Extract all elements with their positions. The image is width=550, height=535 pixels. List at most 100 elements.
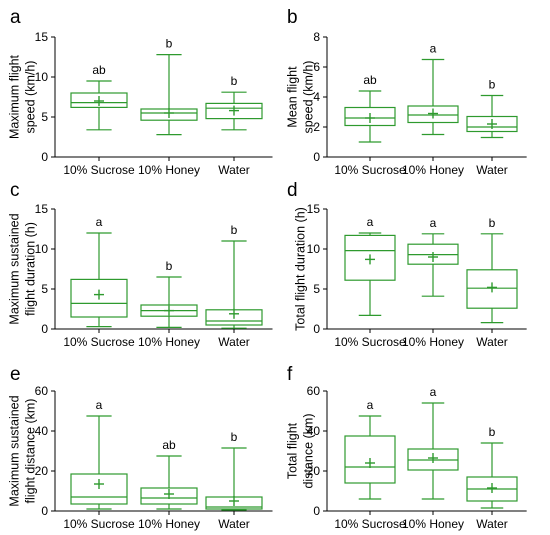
panel-letter: a — [10, 7, 21, 28]
y-axis-label: flight distance (km) — [23, 399, 37, 504]
box-1: a — [344, 215, 396, 316]
significance-letter: b — [166, 259, 173, 273]
significance-letter: b — [231, 223, 238, 237]
box-2: b — [140, 259, 198, 328]
box-iqr — [407, 105, 459, 124]
significance-letter: b — [166, 37, 173, 51]
panel-a: a 0 5 10 15 Maximum flight speed (km/h) 10% Suc… — [7, 7, 273, 177]
y-tick-label: 0 — [41, 322, 48, 336]
box-iqr — [205, 102, 263, 120]
y-tick-label: 20 — [35, 464, 49, 478]
significance-letter: ab — [162, 438, 176, 452]
significance-letter: a — [430, 216, 437, 230]
significance-letter: a — [367, 398, 374, 412]
x-tick-label: Water — [218, 517, 250, 531]
significance-letter: ab — [363, 73, 377, 87]
panel-letter: d — [287, 180, 298, 201]
significance-letter: a — [367, 215, 374, 229]
box-1: a — [70, 215, 128, 328]
y-axis-label: Maximum sustained — [7, 213, 21, 324]
box-iqr — [466, 115, 518, 133]
y-tick-label: 2 — [313, 120, 320, 134]
x-tick-label: 10% Honey — [402, 163, 464, 177]
significance-letter: b — [489, 425, 496, 439]
significance-letter: a — [430, 385, 437, 399]
box-iqr — [344, 106, 396, 127]
y-tick-label: 10 — [35, 242, 49, 256]
y-tick-label: 15 — [35, 202, 49, 216]
box-3: b — [466, 78, 518, 139]
box-3: b — [466, 425, 518, 509]
x-tick-label: 10% Honey — [138, 163, 200, 177]
y-tick-label: 10 — [35, 70, 49, 84]
box-2: a — [407, 385, 459, 500]
x-tick-label: Water — [476, 335, 508, 349]
y-axis-label: speed (km/h) — [301, 61, 315, 134]
box-1: ab — [70, 63, 128, 131]
y-axis-label: Total flight — [285, 422, 299, 479]
significance-letter: b — [231, 430, 238, 444]
y-tick-label: 20 — [307, 464, 321, 478]
x-tick-label: 10% Sucrose — [63, 163, 135, 177]
y-axis-label: Maximum sustained — [7, 395, 21, 506]
significance-letter: a — [96, 398, 103, 412]
y-tick-label: 0 — [313, 504, 320, 518]
y-tick-label: 5 — [41, 110, 48, 124]
box-2: ab — [140, 438, 198, 510]
significance-letter: b — [231, 74, 238, 88]
x-tick-label: Water — [476, 163, 508, 177]
y-tick-label: 40 — [307, 424, 321, 438]
y-tick-label: 8 — [313, 30, 320, 44]
x-tick-label: 10% Honey — [402, 335, 464, 349]
x-tick-label: 10% Sucrose — [334, 335, 406, 349]
x-tick-label: 10% Honey — [138, 335, 200, 349]
box-iqr — [70, 92, 128, 108]
significance-letter: ab — [92, 63, 106, 77]
box-3: b — [466, 216, 518, 324]
box-iqr — [70, 473, 128, 505]
x-tick-label: 10% Sucrose — [63, 335, 135, 349]
box-1: a — [70, 398, 128, 510]
box-iqr — [466, 269, 518, 309]
y-tick-label: 6 — [313, 60, 320, 74]
y-tick-label: 0 — [41, 150, 48, 164]
panel-letter: e — [10, 364, 21, 385]
x-tick-label: Water — [476, 517, 508, 531]
box-1: ab — [344, 73, 396, 143]
y-axis-label: speed (km/h) — [23, 61, 37, 134]
significance-letter: b — [489, 216, 496, 230]
x-tick-label: 10% Sucrose — [334, 163, 406, 177]
box-1: a — [344, 398, 396, 500]
x-tick-label: Water — [218, 335, 250, 349]
x-tick-label: 10% Sucrose — [63, 517, 135, 531]
x-tick-label: Water — [218, 163, 250, 177]
significance-letter: a — [430, 42, 437, 56]
panel-letter: b — [287, 7, 298, 28]
panel-c: c 0 5 10 15 Maximum sustained flight duration … — [7, 180, 273, 349]
y-tick-label: 5 — [41, 282, 48, 296]
y-tick-label: 4 — [313, 90, 320, 104]
x-tick-label: 10% Sucrose — [334, 517, 406, 531]
y-tick-label: 40 — [35, 424, 49, 438]
y-tick-label: 60 — [35, 384, 49, 398]
y-axis-label: flight duration (h) — [23, 222, 37, 316]
y-axis-label: Total flight duration (h) — [293, 207, 307, 331]
x-tick-label: 10% Honey — [138, 517, 200, 531]
panel-f: f 0 20 40 60 Total flight distance (km) 10% Suc… — [285, 364, 527, 531]
box-3: b — [205, 74, 263, 131]
panel-e: e 0 20 40 60 Maximum sustained flight distance… — [7, 364, 273, 531]
y-tick-label: 0 — [313, 322, 320, 336]
panel-letter: f — [287, 364, 293, 385]
y-axis-label: distance (km) — [301, 413, 315, 488]
box-iqr — [344, 234, 396, 281]
significance-letter: a — [96, 215, 103, 229]
y-tick-label: 0 — [41, 504, 48, 518]
y-tick-label: 15 — [35, 30, 49, 44]
y-tick-label: 0 — [313, 150, 320, 164]
y-tick-label: 60 — [307, 384, 321, 398]
significance-letter: b — [489, 78, 496, 92]
y-tick-label: 10 — [307, 242, 321, 256]
box-iqr — [344, 435, 396, 484]
